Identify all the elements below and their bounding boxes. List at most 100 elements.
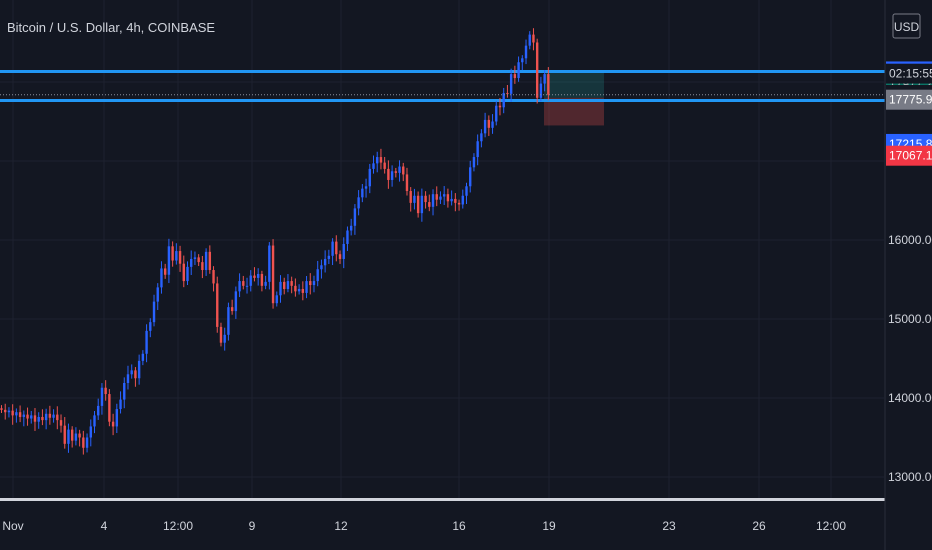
horizontal-lines[interactable]: [0, 70, 885, 102]
candle-body: [93, 415, 96, 427]
candle-body: [491, 121, 494, 128]
candle-body: [435, 194, 438, 200]
candle-body: [37, 416, 40, 422]
candle-body: [260, 273, 264, 286]
candle-body: [44, 413, 48, 421]
candle-body: [290, 281, 293, 286]
candle-body: [331, 241, 334, 256]
position-zones[interactable]: [544, 71, 604, 126]
candle-body: [268, 245, 271, 282]
candle-body: [517, 62, 520, 79]
candle-body: [178, 251, 182, 264]
horizontal-line-1[interactable]: [0, 70, 885, 73]
candle-body: [78, 433, 81, 438]
candle-body: [342, 243, 345, 259]
candle-body: [472, 157, 476, 168]
candle-body: [442, 194, 446, 197]
candle-body: [56, 414, 59, 421]
candle-body: [398, 166, 401, 173]
candle-body: [528, 34, 531, 46]
candle-body: [271, 245, 275, 304]
candle-body: [134, 370, 137, 379]
horizontal-line-2[interactable]: [0, 99, 885, 102]
candle-body: [480, 133, 483, 142]
candle-body: [476, 141, 479, 158]
candle-body: [111, 421, 115, 427]
candle-body: [163, 268, 167, 275]
candle-body: [234, 291, 238, 312]
x-tick-label: 4: [101, 519, 108, 533]
candle-body: [137, 360, 141, 379]
candle-body: [402, 166, 405, 175]
price-label-bg: [886, 89, 932, 110]
candle-body: [100, 387, 104, 406]
x-tick-label: 9: [249, 519, 256, 533]
candle-body: [119, 399, 122, 410]
candle-body: [22, 414, 26, 417]
candle-body: [387, 168, 390, 180]
candle-body: [450, 198, 453, 202]
candle-body: [41, 416, 44, 421]
candle-body: [379, 157, 383, 163]
candle-body: [439, 196, 442, 200]
candle-body: [26, 414, 29, 419]
y-tick-label: 13000.00: [888, 470, 932, 484]
price-label-text: 17067.15: [889, 149, 932, 163]
currency-badge-bg: [892, 13, 921, 39]
candle-body: [524, 45, 528, 59]
price-labels: 18033.6117977.2517839.1117775.9917215.89…: [886, 13, 932, 166]
candle-body: [67, 429, 70, 444]
candle-body: [283, 281, 286, 289]
candle-body: [48, 413, 52, 418]
candle-body: [7, 410, 11, 413]
candle-body: [15, 412, 18, 416]
candle-body: [394, 171, 398, 173]
candle-body: [52, 414, 55, 418]
candle-body: [431, 194, 435, 207]
candle-body: [219, 326, 223, 343]
candle-body: [327, 255, 331, 259]
candle-body: [495, 105, 498, 122]
candle-body: [30, 415, 33, 419]
price-label: 17775.99: [886, 89, 932, 110]
candle-body: [208, 251, 212, 271]
candle-body: [275, 295, 278, 304]
price-label: 17067.15: [886, 145, 932, 166]
candle-body: [108, 394, 111, 422]
loss-zone[interactable]: [544, 97, 604, 126]
candle-body: [338, 254, 342, 259]
candles: [0, 28, 550, 455]
x-tick-label: 12:00: [816, 519, 846, 533]
candle-body: [547, 74, 550, 95]
chart-title: Bitcoin / U.S. Dollar, 4h, COINBASE: [7, 20, 216, 35]
currency-badge[interactable]: USD: [892, 13, 921, 39]
candle-body: [141, 353, 145, 361]
candle-body: [223, 334, 226, 343]
candle-body: [115, 409, 119, 427]
candle-body: [383, 162, 386, 169]
profit-zone[interactable]: [544, 71, 604, 98]
candle-body: [294, 285, 297, 292]
candle-body: [123, 382, 126, 400]
candle-body: [513, 74, 517, 79]
candle-body: [130, 370, 133, 375]
price-label-text: 17775.99: [889, 93, 932, 107]
x-tick-label: 16: [452, 519, 466, 533]
candle-body: [320, 265, 323, 270]
candle-body: [230, 307, 234, 312]
x-tick-label: 19: [542, 519, 556, 533]
candle-body: [509, 74, 513, 94]
candle-body: [149, 322, 152, 331]
countdown-text: 02:15:55: [889, 67, 932, 81]
candle-body: [457, 202, 461, 205]
candle-body: [309, 281, 312, 286]
candle-body: [372, 163, 375, 169]
candle-body: [461, 195, 464, 205]
candle-body: [506, 93, 509, 95]
candle-body: [186, 266, 189, 282]
candle-body: [212, 270, 215, 284]
candle-body: [428, 202, 431, 207]
candle-body: [361, 188, 364, 198]
